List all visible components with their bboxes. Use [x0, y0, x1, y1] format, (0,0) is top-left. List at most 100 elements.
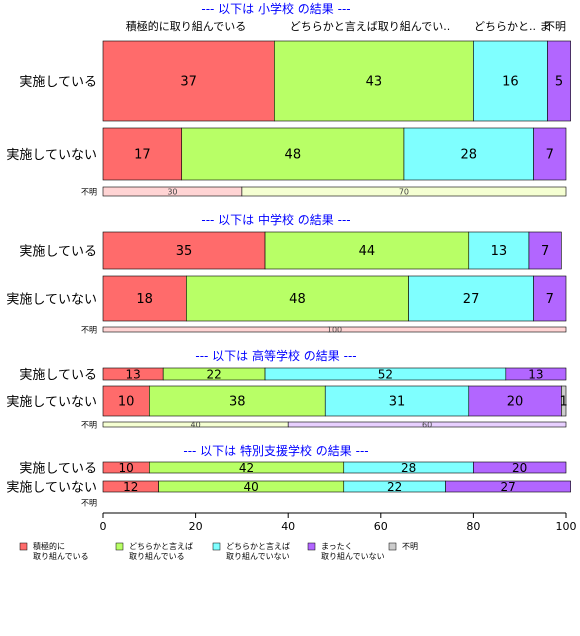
- data-label: 7: [546, 148, 554, 163]
- bar-segment: [241, 186, 567, 197]
- data-label: 22: [387, 480, 402, 494]
- data-label: 30: [167, 187, 177, 196]
- bar-segment: [473, 461, 567, 474]
- data-label: 27: [463, 292, 480, 307]
- data-label: 22: [206, 367, 221, 381]
- data-label: 20: [512, 461, 527, 475]
- legend-swatch: [115, 542, 124, 551]
- data-label: 28: [460, 148, 477, 163]
- bar-segment: [149, 385, 326, 417]
- data-label: 13: [491, 244, 508, 259]
- row-label-unknown: 不明: [81, 188, 97, 197]
- bar-segment: [324, 385, 470, 417]
- header-label: どちらかと言えば取り組んでい..: [290, 20, 450, 33]
- legend-label: まったく取り組んでいない: [321, 542, 385, 561]
- bar-segment: [102, 275, 187, 322]
- header-label: 積極的に取り組んでいる: [126, 19, 246, 33]
- data-label: 16: [502, 75, 519, 90]
- bar-segment: [186, 275, 409, 322]
- row-label: 実施している: [19, 461, 97, 477]
- data-label: 52: [378, 367, 393, 381]
- bar-segment: [505, 367, 567, 381]
- header-label: ま: [540, 20, 551, 33]
- data-label: 38: [229, 395, 246, 410]
- panel-title: --- 以下は 小学校 の結果 ---: [201, 1, 350, 16]
- x-tick-label: 100: [556, 520, 577, 533]
- data-label: 20: [507, 395, 524, 410]
- legend-swatch: [388, 542, 397, 551]
- data-label: 5: [555, 75, 563, 90]
- row-label: 実施していない: [6, 292, 97, 308]
- data-label: 28: [401, 461, 416, 475]
- bar-segment: [274, 40, 474, 122]
- data-label: 37: [180, 75, 197, 90]
- data-label: 100: [327, 325, 342, 334]
- bar-segment: [533, 127, 567, 181]
- data-label: 18: [136, 292, 153, 307]
- data-label: 13: [528, 367, 543, 381]
- data-label: 48: [289, 292, 306, 307]
- panel-title: --- 以下は 特別支援学校 の結果 ---: [183, 443, 368, 458]
- bar-segment: [445, 480, 571, 493]
- bar-segment: [102, 231, 266, 270]
- panel-title: --- 以下は 中学校 の結果 ---: [201, 212, 350, 227]
- data-label: 48: [285, 148, 302, 163]
- data-label: 7: [541, 244, 549, 259]
- data-label: 40: [244, 480, 259, 494]
- legend-label: 積極的に取り組んでいる: [33, 541, 89, 561]
- header-label: 不明: [544, 20, 566, 33]
- bar-segment: [102, 40, 275, 122]
- x-tick-label: 60: [374, 520, 388, 533]
- bar-segment: [468, 231, 530, 270]
- data-label: 60: [422, 420, 432, 429]
- row-label-unknown: 不明: [81, 421, 97, 430]
- bar-segment: [287, 421, 567, 428]
- bar-segment: [408, 275, 534, 322]
- bar-segment: [561, 385, 567, 417]
- bar-segment: [533, 275, 567, 322]
- data-label: 7: [546, 292, 554, 307]
- data-label: 13: [125, 367, 140, 381]
- legend-swatch: [19, 542, 28, 551]
- row-label: 実施している: [19, 74, 97, 90]
- legend-swatch: [212, 542, 221, 551]
- bar-segment: [528, 231, 562, 270]
- legend-swatch: [307, 542, 316, 551]
- row-label-unknown: 不明: [81, 499, 97, 508]
- x-tick-label: 80: [466, 520, 480, 533]
- data-label: 17: [134, 148, 151, 163]
- row-label: 実施している: [19, 367, 97, 383]
- header-label: どちらかと..: [474, 20, 536, 33]
- data-label: 70: [399, 187, 409, 196]
- bar-segment: [181, 127, 405, 181]
- legend-label: 不明: [402, 542, 418, 551]
- row-label: 実施していない: [6, 480, 97, 496]
- data-label: 10: [119, 461, 134, 475]
- bar-segment: [403, 127, 534, 181]
- row-label: 実施している: [19, 244, 97, 260]
- x-tick-label: 40: [281, 520, 295, 533]
- row-label: 実施していない: [6, 394, 97, 410]
- bar-segment: [102, 326, 567, 333]
- data-label: 43: [366, 75, 383, 90]
- data-label: 40: [191, 420, 201, 429]
- row-label-unknown: 不明: [81, 326, 97, 335]
- data-label: 10: [118, 395, 135, 410]
- row-label: 実施していない: [6, 147, 97, 163]
- bar-segment: [547, 40, 571, 122]
- data-label: 12: [123, 480, 138, 494]
- data-label: 27: [500, 480, 515, 494]
- data-label: 31: [389, 395, 406, 410]
- panel-title: --- 以下は 高等学校 の結果 ---: [195, 348, 356, 363]
- bar-segment: [468, 385, 562, 417]
- data-label: 42: [239, 461, 254, 475]
- bar-segment: [102, 385, 150, 417]
- bar-segment: [102, 127, 183, 181]
- x-tick-label: 20: [189, 520, 203, 533]
- data-label: 44: [359, 244, 376, 259]
- x-tick-label: 0: [100, 520, 107, 533]
- data-label: 1: [560, 395, 568, 410]
- data-label: 35: [176, 244, 193, 259]
- legend-label: どちらかと言えば取り組んでいない: [226, 541, 290, 561]
